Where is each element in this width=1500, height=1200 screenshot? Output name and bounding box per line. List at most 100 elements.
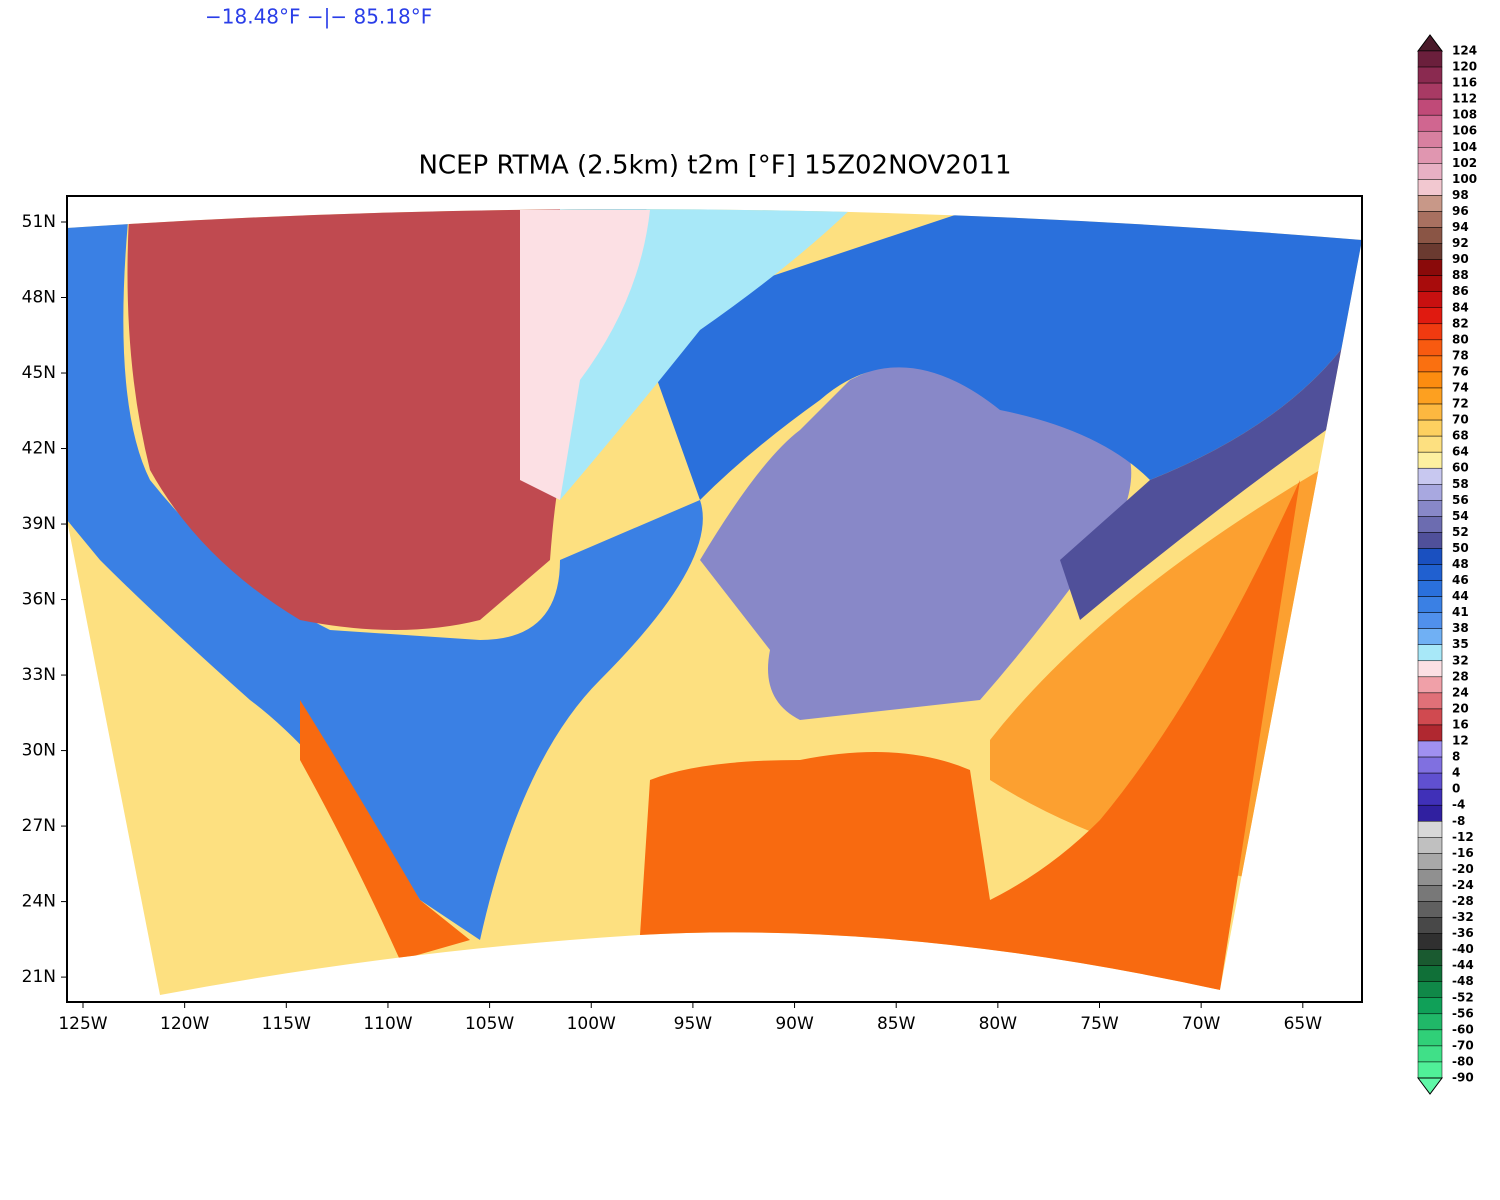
lon-label: 115W: [262, 1014, 311, 1034]
colorbar-box: [1417, 756, 1443, 774]
colorbar-label: 124: [1452, 44, 1477, 58]
colorbar-box: [1417, 291, 1443, 308]
colorbar-label: 120: [1452, 60, 1477, 74]
colorbar-box: [1417, 869, 1443, 886]
field-baja: [300, 700, 470, 960]
colorbar-label: 16: [1452, 717, 1469, 731]
colorbar-label: 76: [1452, 364, 1469, 378]
colorbar-box: [1417, 564, 1443, 581]
colorbar-label: 38: [1452, 621, 1469, 635]
map-frame: [66, 195, 1363, 1003]
colorbar-box: [1417, 275, 1443, 292]
field-east: [700, 355, 1132, 720]
lon-label: 70W: [1182, 1014, 1221, 1034]
colorbar-box: [1417, 227, 1443, 244]
colorbar-box: [1417, 467, 1443, 485]
colorbar-box: [1417, 147, 1443, 164]
colorbar-label: 102: [1452, 156, 1477, 170]
lon-label: 65W: [1284, 1014, 1323, 1034]
colorbar-label: 82: [1452, 316, 1469, 330]
colorbar-label: 41: [1452, 605, 1469, 619]
colorbar-label: -28: [1452, 894, 1474, 908]
colorbar-label: 12: [1452, 734, 1469, 748]
colorbar-label: -16: [1452, 846, 1474, 860]
colorbar-label: 98: [1452, 188, 1469, 202]
colorbar-box: [1417, 724, 1443, 742]
colorbar-label: -20: [1452, 862, 1474, 876]
lat-label: 27N: [22, 816, 56, 836]
colorbar-label: 90: [1452, 252, 1469, 266]
colorbar-label: -70: [1452, 1038, 1474, 1052]
colorbar-box: [1417, 516, 1443, 533]
colorbar-label: 72: [1452, 397, 1469, 411]
colorbar-label: -32: [1452, 910, 1474, 924]
colorbar-label: 96: [1452, 204, 1469, 218]
lat-label: 48N: [22, 288, 56, 308]
colorbar-label: 78: [1452, 348, 1469, 362]
colorbar-box: [1417, 901, 1443, 918]
colorbar-box: [1417, 1061, 1443, 1079]
colorbar-label: 8: [1452, 750, 1460, 764]
colorbar-label: 84: [1452, 300, 1469, 314]
colorbar-label: 108: [1452, 108, 1477, 122]
colorbar-box: [1417, 772, 1443, 790]
colorbar-label: -44: [1452, 958, 1474, 972]
lat-label: 36N: [22, 590, 56, 610]
colorbar-box: [1417, 708, 1443, 726]
colorbar-label: -52: [1452, 990, 1474, 1004]
colorbar-box: [1417, 965, 1443, 982]
colorbar-box: [1417, 355, 1443, 373]
colorbar-box: [1417, 580, 1443, 597]
colorbar-box: [1417, 82, 1443, 100]
colorbar-label: 32: [1452, 653, 1469, 667]
colorbar-box: [1417, 612, 1443, 629]
colorbar-label: 4: [1452, 766, 1460, 780]
colorbar-label: 48: [1452, 557, 1469, 571]
colorbar-label: 70: [1452, 413, 1469, 427]
map-title: NCEP RTMA (2.5km) t2m [°F] 15Z02NOV2011: [418, 151, 1011, 181]
colorbar-label: -24: [1452, 878, 1474, 892]
colorbar-box: [1417, 435, 1443, 453]
colorbar-label: -48: [1452, 974, 1474, 988]
field-plains-north: [520, 210, 650, 500]
colorbar-box: [1417, 243, 1443, 260]
colorbar-box: [1417, 114, 1443, 132]
colorbar-label: -36: [1452, 926, 1474, 940]
lat-label: 24N: [22, 892, 56, 912]
colorbar-label: 50: [1452, 541, 1469, 555]
colorbar-box: [1417, 323, 1443, 341]
colorbar-box: [1417, 981, 1443, 999]
colorbar-box: [1417, 163, 1443, 180]
colorbar-label: 58: [1452, 477, 1469, 491]
colorbar-box: [1417, 419, 1443, 437]
lon-label: 125W: [58, 1014, 107, 1034]
colorbar-label: 44: [1452, 589, 1469, 603]
colorbar-box: [1417, 676, 1443, 694]
colorbar-box: [1417, 307, 1443, 325]
colorbar-box: [1417, 195, 1443, 212]
colorbar-box: [1417, 387, 1443, 405]
colorbar-box: [1417, 740, 1443, 758]
colorbar-box: [1417, 692, 1443, 710]
colorbar-box: [1417, 660, 1443, 678]
colorbar-box: [1417, 644, 1443, 662]
lon-label: 100W: [567, 1014, 616, 1034]
colorbar-label: -12: [1452, 830, 1474, 844]
lon-label: 120W: [160, 1014, 209, 1034]
colorbar-label: -4: [1452, 798, 1465, 812]
colorbar-box: [1417, 130, 1443, 148]
colorbar-box: [1417, 1045, 1443, 1063]
colorbar-box: [1417, 532, 1443, 549]
lat-label: 45N: [22, 363, 56, 383]
field-northeast: [650, 209, 1362, 500]
lat-label: 42N: [22, 439, 56, 459]
lon-label: 90W: [775, 1014, 814, 1034]
colorbar-box: [1417, 837, 1443, 854]
colorbar-box: [1417, 853, 1443, 870]
lon-label: 85W: [877, 1014, 916, 1034]
colorbar-label: 56: [1452, 493, 1469, 507]
colorbar-box: [1417, 821, 1443, 838]
colorbar-label: 104: [1452, 140, 1477, 154]
range-text: −18.48°F −|− 85.18°F: [205, 5, 432, 29]
